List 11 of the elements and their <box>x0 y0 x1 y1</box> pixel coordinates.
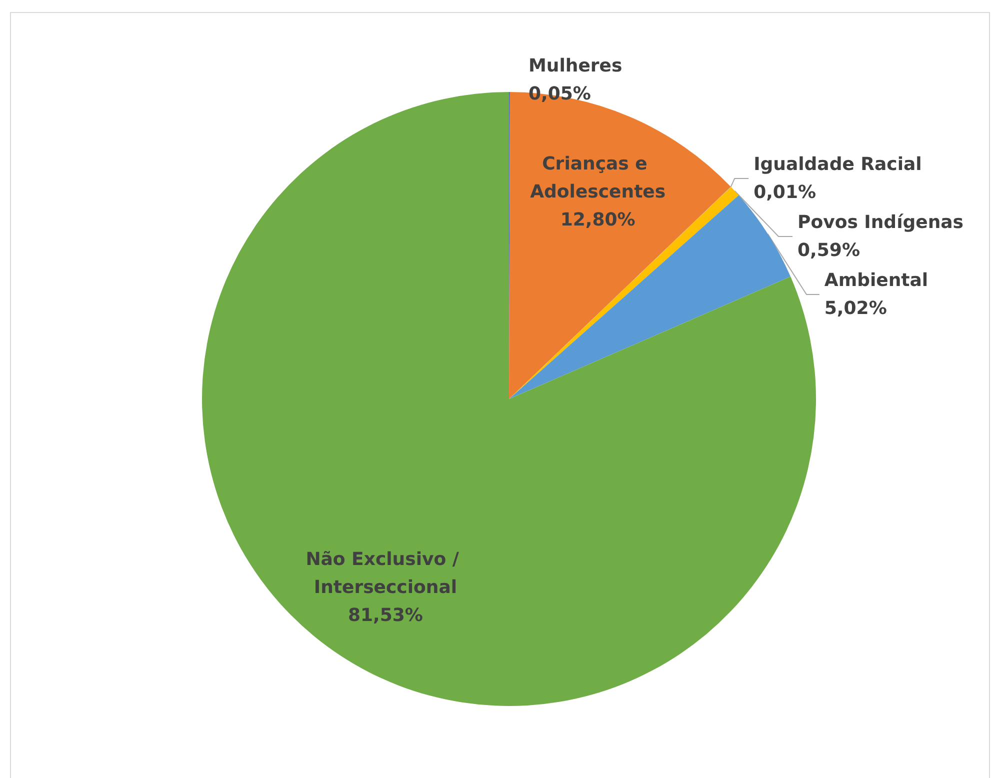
data-label: 5,02% <box>824 298 887 320</box>
slice-label: Não Exclusivo / Interseccional <box>306 548 466 598</box>
slice-label: Crianças e Adolescentes <box>530 153 666 202</box>
slice-label: Ambiental <box>824 270 928 292</box>
slice-label: Igualdade Racial <box>754 154 922 176</box>
slice-label: Povos Indígenas <box>798 212 964 234</box>
data-label: 81,53% <box>348 604 423 626</box>
data-label: 0,01% <box>754 182 816 204</box>
slice-label: Mulheres <box>528 56 622 76</box>
data-label: 0,59% <box>798 240 860 262</box>
data-label: 12,80% <box>560 209 636 230</box>
